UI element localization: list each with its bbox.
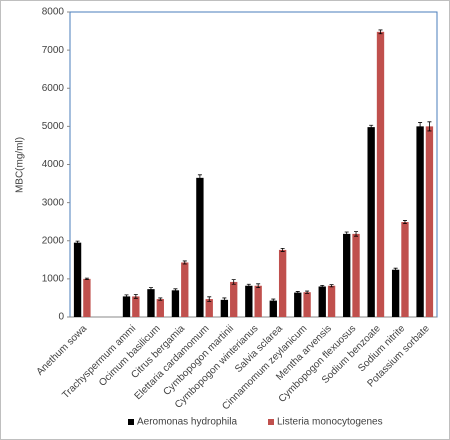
legend-swatch xyxy=(268,419,274,425)
error-bar xyxy=(158,297,163,301)
bar xyxy=(220,299,229,317)
y-tick-label: 6000 xyxy=(42,83,65,94)
error-bar xyxy=(280,247,285,252)
y-tick-label: 4000 xyxy=(42,159,65,170)
error-bar xyxy=(271,298,276,303)
error-bar xyxy=(369,124,374,130)
bar xyxy=(401,222,409,317)
error-bar xyxy=(246,283,251,288)
error-bar xyxy=(222,297,227,303)
legend-label: Aeromonas hydrophila xyxy=(137,417,237,428)
error-bar xyxy=(182,260,187,265)
bar xyxy=(318,286,326,317)
bar xyxy=(147,289,155,317)
error-bar xyxy=(124,294,129,299)
bar xyxy=(303,292,311,317)
error-bar xyxy=(256,283,261,289)
bar xyxy=(391,269,400,317)
bar xyxy=(122,296,131,317)
bar xyxy=(343,233,351,317)
error-bar xyxy=(418,122,423,131)
error-bar xyxy=(344,231,349,237)
bar xyxy=(254,285,262,317)
error-bar xyxy=(231,279,236,285)
error-bar xyxy=(133,294,138,299)
bar xyxy=(352,233,360,317)
error-bar xyxy=(84,277,89,281)
error-bar xyxy=(354,231,359,237)
error-bar xyxy=(148,287,153,292)
y-axis-label: MBC(mg/ml) xyxy=(15,137,26,193)
bar xyxy=(205,299,213,317)
error-bar xyxy=(402,220,407,224)
bar xyxy=(73,242,82,317)
y-tick-label: 1000 xyxy=(42,274,65,285)
bar xyxy=(367,127,375,317)
error-bar xyxy=(320,284,325,289)
bar xyxy=(196,177,204,317)
bar xyxy=(230,281,238,317)
error-bar xyxy=(295,291,300,295)
bar xyxy=(83,278,91,317)
legend-label: Listeria monocytogenes xyxy=(277,417,383,428)
legend-swatch xyxy=(128,419,134,425)
bar xyxy=(425,126,434,317)
error-bar xyxy=(329,284,334,288)
error-bar xyxy=(75,240,80,245)
bar xyxy=(132,296,140,317)
y-tick-label: 0 xyxy=(58,312,64,323)
error-bar xyxy=(305,290,310,294)
error-bar xyxy=(378,29,383,35)
bar xyxy=(156,299,164,317)
y-tick-label: 5000 xyxy=(42,121,65,132)
error-bar xyxy=(173,288,178,293)
y-tick-label: 3000 xyxy=(42,197,65,208)
y-tick-label: 8000 xyxy=(42,7,65,18)
bar xyxy=(416,126,424,317)
bar xyxy=(278,249,287,317)
bar xyxy=(376,31,385,317)
y-tick-label: 2000 xyxy=(42,235,65,246)
bar xyxy=(327,285,336,317)
bar xyxy=(294,292,302,317)
bar xyxy=(181,262,189,317)
error-bar xyxy=(197,174,202,182)
error-bar xyxy=(393,267,398,272)
error-bar xyxy=(427,121,432,132)
bar xyxy=(245,285,253,317)
bar xyxy=(269,300,277,317)
error-bar xyxy=(207,296,212,302)
bar xyxy=(171,290,180,317)
y-tick-label: 7000 xyxy=(42,45,65,56)
